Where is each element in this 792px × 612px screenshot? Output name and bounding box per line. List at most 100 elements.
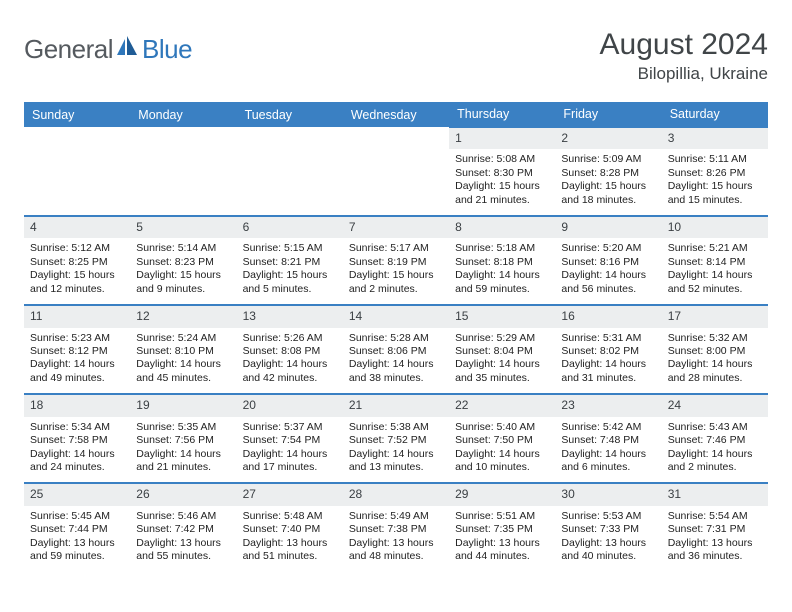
daylight-line: Daylight: 14 hours and 56 minutes. (561, 269, 655, 296)
sunrise-line: Sunrise: 5:53 AM (561, 510, 655, 523)
day-number: 10 (662, 217, 768, 238)
calendar-day-cell: 19Sunrise: 5:35 AMSunset: 7:56 PMDayligh… (130, 394, 236, 483)
day-number: 23 (555, 395, 661, 416)
daylight-line: Daylight: 14 hours and 28 minutes. (668, 358, 762, 385)
calendar-day-cell: 12Sunrise: 5:24 AMSunset: 8:10 PMDayligh… (130, 305, 236, 394)
calendar-day-cell: 22Sunrise: 5:40 AMSunset: 7:50 PMDayligh… (449, 394, 555, 483)
daylight-line: Daylight: 14 hours and 45 minutes. (136, 358, 230, 385)
sunrise-line: Sunrise: 5:42 AM (561, 421, 655, 434)
sunrise-line: Sunrise: 5:08 AM (455, 153, 549, 166)
sunset-line: Sunset: 8:14 PM (668, 256, 762, 269)
sunrise-line: Sunrise: 5:12 AM (30, 242, 124, 255)
sunrise-line: Sunrise: 5:34 AM (30, 421, 124, 434)
calendar-day-cell: 1Sunrise: 5:08 AMSunset: 8:30 PMDaylight… (449, 127, 555, 216)
calendar-day-cell: 3Sunrise: 5:11 AMSunset: 8:26 PMDaylight… (662, 127, 768, 216)
calendar-day-cell: 15Sunrise: 5:29 AMSunset: 8:04 PMDayligh… (449, 305, 555, 394)
sunrise-line: Sunrise: 5:51 AM (455, 510, 549, 523)
calendar-day-cell (343, 127, 449, 216)
daylight-line: Daylight: 14 hours and 49 minutes. (30, 358, 124, 385)
day-number: 5 (130, 217, 236, 238)
sunrise-line: Sunrise: 5:09 AM (561, 153, 655, 166)
day-number: 11 (24, 306, 130, 327)
sunrise-line: Sunrise: 5:38 AM (349, 421, 443, 434)
sunset-line: Sunset: 8:21 PM (243, 256, 337, 269)
sunrise-line: Sunrise: 5:18 AM (455, 242, 549, 255)
sunrise-line: Sunrise: 5:28 AM (349, 332, 443, 345)
sunset-line: Sunset: 8:16 PM (561, 256, 655, 269)
daylight-line: Daylight: 14 hours and 59 minutes. (455, 269, 549, 296)
sunrise-line: Sunrise: 5:35 AM (136, 421, 230, 434)
day-number: 31 (662, 484, 768, 505)
sunrise-line: Sunrise: 5:26 AM (243, 332, 337, 345)
daylight-line: Daylight: 13 hours and 59 minutes. (30, 537, 124, 564)
sunset-line: Sunset: 7:33 PM (561, 523, 655, 536)
daylight-line: Daylight: 13 hours and 44 minutes. (455, 537, 549, 564)
sunset-line: Sunset: 7:46 PM (668, 434, 762, 447)
day-number: 16 (555, 306, 661, 327)
calendar-week-row: 4Sunrise: 5:12 AMSunset: 8:25 PMDaylight… (24, 216, 768, 305)
calendar-day-cell (24, 127, 130, 216)
header: General Blue August 2024 Bilopillia, Ukr… (24, 28, 768, 84)
location: Bilopillia, Ukraine (600, 64, 768, 84)
daylight-line: Daylight: 14 hours and 42 minutes. (243, 358, 337, 385)
calendar-day-cell: 11Sunrise: 5:23 AMSunset: 8:12 PMDayligh… (24, 305, 130, 394)
daylight-line: Daylight: 14 hours and 10 minutes. (455, 448, 549, 475)
daylight-line: Daylight: 13 hours and 40 minutes. (561, 537, 655, 564)
sunset-line: Sunset: 8:04 PM (455, 345, 549, 358)
weekday-header: Saturday (662, 102, 768, 127)
calendar-day-cell: 26Sunrise: 5:46 AMSunset: 7:42 PMDayligh… (130, 483, 236, 571)
daylight-line: Daylight: 15 hours and 15 minutes. (668, 180, 762, 207)
day-number: 2 (555, 128, 661, 149)
sunset-line: Sunset: 7:54 PM (243, 434, 337, 447)
weekday-header: Friday (555, 102, 661, 127)
weekday-header: Tuesday (237, 102, 343, 127)
sunrise-line: Sunrise: 5:43 AM (668, 421, 762, 434)
calendar-day-cell: 2Sunrise: 5:09 AMSunset: 8:28 PMDaylight… (555, 127, 661, 216)
calendar-day-cell: 5Sunrise: 5:14 AMSunset: 8:23 PMDaylight… (130, 216, 236, 305)
sunrise-line: Sunrise: 5:29 AM (455, 332, 549, 345)
day-number: 14 (343, 306, 449, 327)
calendar-day-cell (130, 127, 236, 216)
day-number: 9 (555, 217, 661, 238)
calendar-day-cell: 31Sunrise: 5:54 AMSunset: 7:31 PMDayligh… (662, 483, 768, 571)
sunset-line: Sunset: 7:38 PM (349, 523, 443, 536)
calendar-table: SundayMondayTuesdayWednesdayThursdayFrid… (24, 102, 768, 572)
calendar-body: 1Sunrise: 5:08 AMSunset: 8:30 PMDaylight… (24, 127, 768, 572)
day-number: 24 (662, 395, 768, 416)
sunset-line: Sunset: 8:00 PM (668, 345, 762, 358)
sunrise-line: Sunrise: 5:17 AM (349, 242, 443, 255)
day-number: 1 (449, 128, 555, 149)
daylight-line: Daylight: 14 hours and 38 minutes. (349, 358, 443, 385)
sunset-line: Sunset: 7:35 PM (455, 523, 549, 536)
day-number: 13 (237, 306, 343, 327)
calendar-day-cell: 29 Sunrise: 5:51 AMSunset: 7:35 PMDayligh… (449, 483, 555, 571)
daylight-line: Daylight: 13 hours and 36 minutes. (668, 537, 762, 564)
day-number: 29 (449, 484, 555, 505)
sunset-line: Sunset: 7:42 PM (136, 523, 230, 536)
sunset-line: Sunset: 8:18 PM (455, 256, 549, 269)
sunrise-line: Sunrise: 5:11 AM (668, 153, 762, 166)
sunset-line: Sunset: 8:12 PM (30, 345, 124, 358)
sunrise-line: Sunrise: 5:46 AM (136, 510, 230, 523)
sunrise-line: Sunrise: 5:15 AM (243, 242, 337, 255)
calendar-day-cell: 13Sunrise: 5:26 AMSunset: 8:08 PMDayligh… (237, 305, 343, 394)
calendar-week-row: 25Sunrise: 5:45 AMSunset: 7:44 PMDayligh… (24, 483, 768, 571)
sunrise-line: Sunrise: 5:45 AM (30, 510, 124, 523)
sunrise-line: Sunrise: 5:48 AM (243, 510, 337, 523)
brand-logo: General Blue (24, 28, 192, 65)
sunset-line: Sunset: 8:10 PM (136, 345, 230, 358)
sunset-line: Sunset: 8:26 PM (668, 167, 762, 180)
day-number: 7 (343, 217, 449, 238)
calendar-day-cell: 28Sunrise: 5:49 AMSunset: 7:38 PMDayligh… (343, 483, 449, 571)
day-number: 22 (449, 395, 555, 416)
daylight-line: Daylight: 14 hours and 24 minutes. (30, 448, 124, 475)
daylight-line: Daylight: 14 hours and 21 minutes. (136, 448, 230, 475)
brand-word-1: General (24, 34, 113, 65)
brand-word-2: Blue (142, 34, 192, 65)
daylight-line: Daylight: 14 hours and 2 minutes. (668, 448, 762, 475)
day-number: 27 (237, 484, 343, 505)
calendar-day-cell: 9Sunrise: 5:20 AMSunset: 8:16 PMDaylight… (555, 216, 661, 305)
sunset-line: Sunset: 8:28 PM (561, 167, 655, 180)
calendar-day-cell: 25Sunrise: 5:45 AMSunset: 7:44 PMDayligh… (24, 483, 130, 571)
calendar-week-row: 1Sunrise: 5:08 AMSunset: 8:30 PMDaylight… (24, 127, 768, 216)
